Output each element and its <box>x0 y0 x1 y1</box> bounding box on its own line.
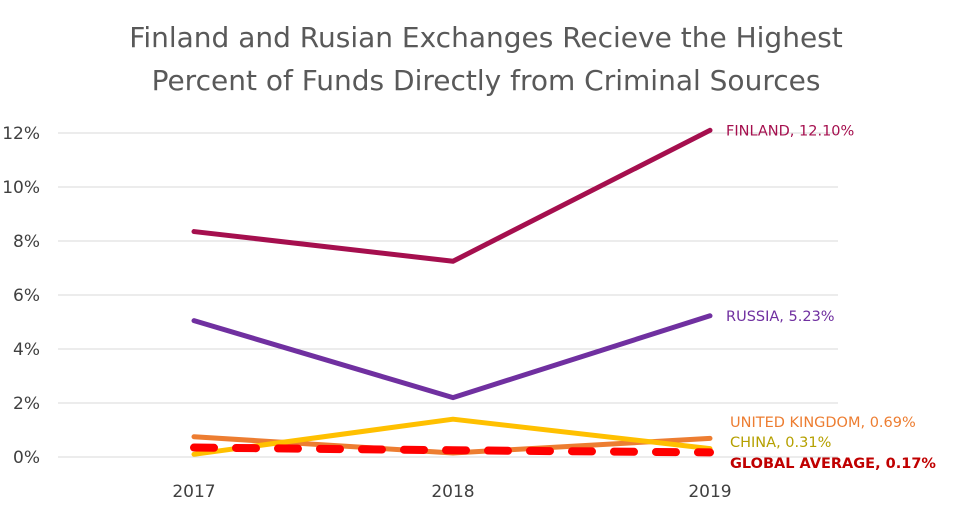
x-tick-label-2017: 2017 <box>172 482 215 502</box>
y-tick-label-10: 10% <box>2 178 40 198</box>
series-line-russia <box>191 313 713 401</box>
y-tick-label-12: 12% <box>2 124 40 144</box>
series-end-labels: FINLAND, 12.10% RUSSIA, 5.23% UNITED KINGD… <box>726 123 936 472</box>
series-line-global-average <box>190 443 714 457</box>
y-tick-label-6: 6% <box>13 286 40 306</box>
y-tick-label-2: 2% <box>13 394 40 414</box>
y-tick-label-8: 8% <box>13 232 40 252</box>
chart-title-line-1: Finland and Rusian Exchanges Recieve the… <box>129 21 842 54</box>
series-lines <box>190 127 714 457</box>
x-tick-label-2019: 2019 <box>688 482 731 502</box>
series-line-finland <box>191 127 713 264</box>
y-tick-label-0: 0% <box>13 448 40 468</box>
x-tick-label-2018: 2018 <box>431 482 474 502</box>
end-label-global-average: GLOBAL AVERAGE, 0.17% <box>730 456 936 472</box>
end-label-russia: RUSSIA, 5.23% <box>726 309 835 325</box>
x-axis-ticks: 2017 2018 2019 <box>172 482 731 502</box>
chart-title-line-2: Percent of Funds Directly from Criminal … <box>152 64 821 97</box>
end-label-finland: FINLAND, 12.10% <box>726 123 854 139</box>
y-axis-ticks: 0% 2% 4% 6% 8% 10% 12% <box>2 124 40 468</box>
end-label-united-kingdom: UNITED KINGDOM, 0.69% <box>730 415 916 431</box>
end-label-china: CHINA, 0.31% <box>730 435 831 451</box>
gridlines <box>58 132 838 458</box>
y-tick-label-4: 4% <box>13 340 40 360</box>
